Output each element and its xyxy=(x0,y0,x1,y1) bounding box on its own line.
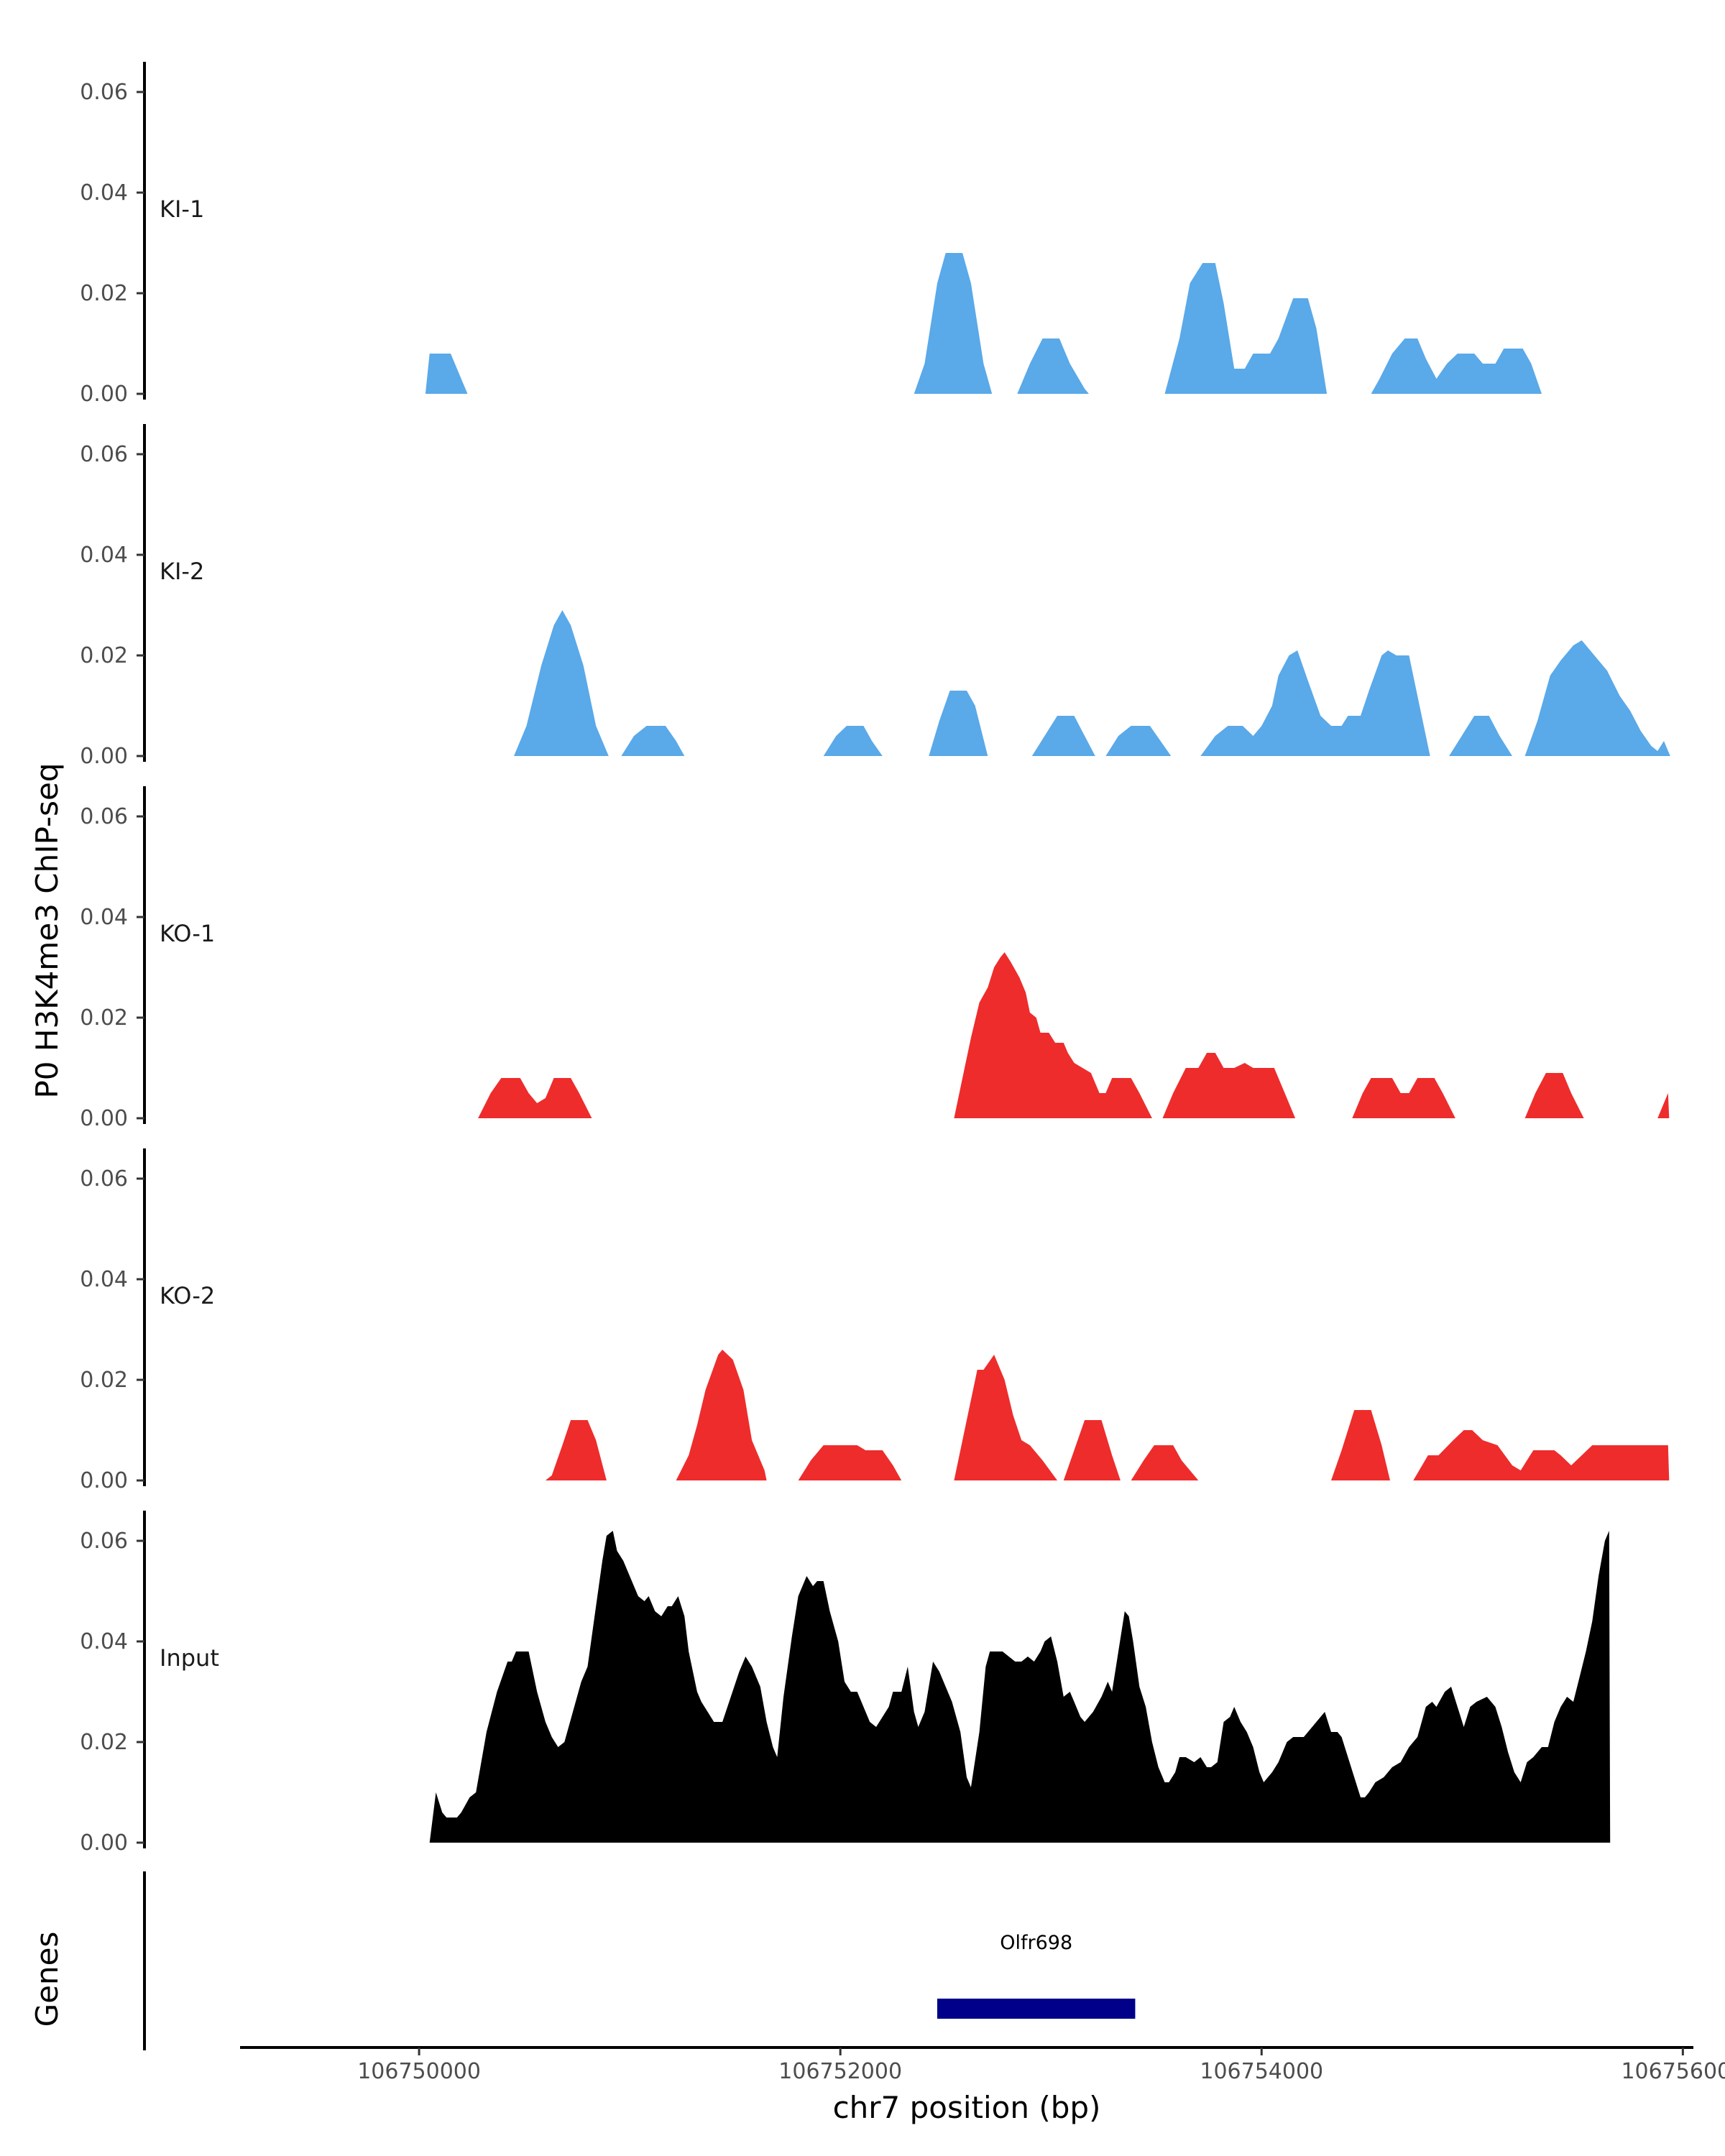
track-label: KI-2 xyxy=(160,558,204,585)
y-tick-label: 0.06 xyxy=(80,442,128,467)
coverage-peak xyxy=(954,952,1152,1118)
y-tick-label: 0.00 xyxy=(80,1468,128,1493)
track-panel-ko-2: 0.00 0.02 0.04 0.06 KO-2 xyxy=(80,1148,1670,1493)
coverage-peak xyxy=(1164,263,1328,394)
tracks-layer: 0.00 0.02 0.04 0.06 KI-1 0.00 0.02 0.04 0.06 KI-2… xyxy=(80,62,1670,1856)
y-tick-label: 0.04 xyxy=(80,1629,128,1654)
track-label: KI-1 xyxy=(160,195,204,223)
y-tick-label: 0.02 xyxy=(80,281,128,306)
coverage-peak xyxy=(1524,1073,1584,1118)
coverage-peak xyxy=(1162,1053,1296,1118)
coverage-peak xyxy=(1031,716,1095,756)
x-axis: 106750000 106752000 106754000 106756000 xyxy=(240,2046,1725,2084)
y-tick-label: 0.04 xyxy=(80,543,128,568)
coverage-peak xyxy=(676,1350,767,1480)
coverage-peak xyxy=(1331,1410,1390,1480)
coverage-peak xyxy=(1017,338,1089,394)
y-tick-label: 0.02 xyxy=(80,643,128,668)
track-panel-ki-1: 0.00 0.02 0.04 0.06 KI-1 xyxy=(80,62,1542,407)
coverage-peak xyxy=(1063,1420,1121,1480)
track-panel-ko-1: 0.00 0.02 0.04 0.06 KO-1 xyxy=(80,786,1670,1131)
coverage-peak xyxy=(914,253,993,394)
gene-label: Olfr698 xyxy=(1000,1932,1072,1954)
coverage-peak xyxy=(1449,716,1512,756)
genes-panel: Genes Olfr698 xyxy=(29,1871,1136,2050)
coverage-peak xyxy=(1524,640,1670,756)
y-tick-label: 0.00 xyxy=(80,1830,128,1856)
coverage-peak xyxy=(1200,650,1430,756)
gene-bar xyxy=(937,1999,1136,2019)
y-tick-label: 0.00 xyxy=(80,382,128,407)
y-tick-label: 0.00 xyxy=(80,1106,128,1131)
coverage-peak xyxy=(1413,1430,1670,1480)
x-axis-title: chr7 position (bp) xyxy=(833,2090,1101,2125)
y-tick-label: 0.02 xyxy=(80,1368,128,1393)
coverage-peak xyxy=(1105,726,1172,756)
x-tick-label: 106750000 xyxy=(357,2059,481,2084)
coverage-peak xyxy=(823,726,883,756)
y-tick-label: 0.06 xyxy=(80,804,128,829)
track-panel-input: 0.00 0.02 0.04 0.06 Input xyxy=(80,1511,1611,1856)
coverage-peak xyxy=(425,354,468,394)
coverage-peak xyxy=(621,726,685,756)
x-tick-label: 106756000 xyxy=(1621,2059,1725,2084)
coverage-peak xyxy=(954,1355,1057,1480)
coverage-peak xyxy=(1352,1078,1455,1118)
coverage-peak xyxy=(1131,1445,1199,1480)
coverage-peak xyxy=(1371,338,1542,394)
y-axis-title: P0 H3K4me3 ChIP-seq xyxy=(29,763,65,1098)
y-tick-label: 0.06 xyxy=(80,1166,128,1192)
genes-axis-title: Genes xyxy=(29,1932,65,2027)
y-tick-label: 0.06 xyxy=(80,80,128,105)
x-tick-label: 106752000 xyxy=(778,2059,902,2084)
track-label: Input xyxy=(160,1644,219,1672)
y-tick-label: 0.02 xyxy=(80,1730,128,1755)
y-tick-label: 0.04 xyxy=(80,905,128,930)
coverage-peak xyxy=(929,691,988,756)
x-tick-label: 106754000 xyxy=(1200,2059,1323,2084)
y-tick-label: 0.00 xyxy=(80,744,128,769)
coverage-peak xyxy=(429,1531,1611,1843)
coverage-peak xyxy=(514,610,609,756)
coverage-peak xyxy=(478,1078,592,1118)
y-tick-label: 0.02 xyxy=(80,1005,128,1031)
coverage-peak xyxy=(545,1420,607,1480)
coverage-peak xyxy=(798,1445,902,1480)
track-label: KO-1 xyxy=(160,920,215,947)
y-tick-label: 0.04 xyxy=(80,180,128,206)
track-panel-ki-2: 0.00 0.02 0.04 0.06 KI-2 xyxy=(80,424,1670,769)
y-tick-label: 0.04 xyxy=(80,1267,128,1292)
coverage-peak xyxy=(1657,1093,1670,1118)
y-tick-label: 0.06 xyxy=(80,1529,128,1554)
track-label: KO-2 xyxy=(160,1282,215,1309)
